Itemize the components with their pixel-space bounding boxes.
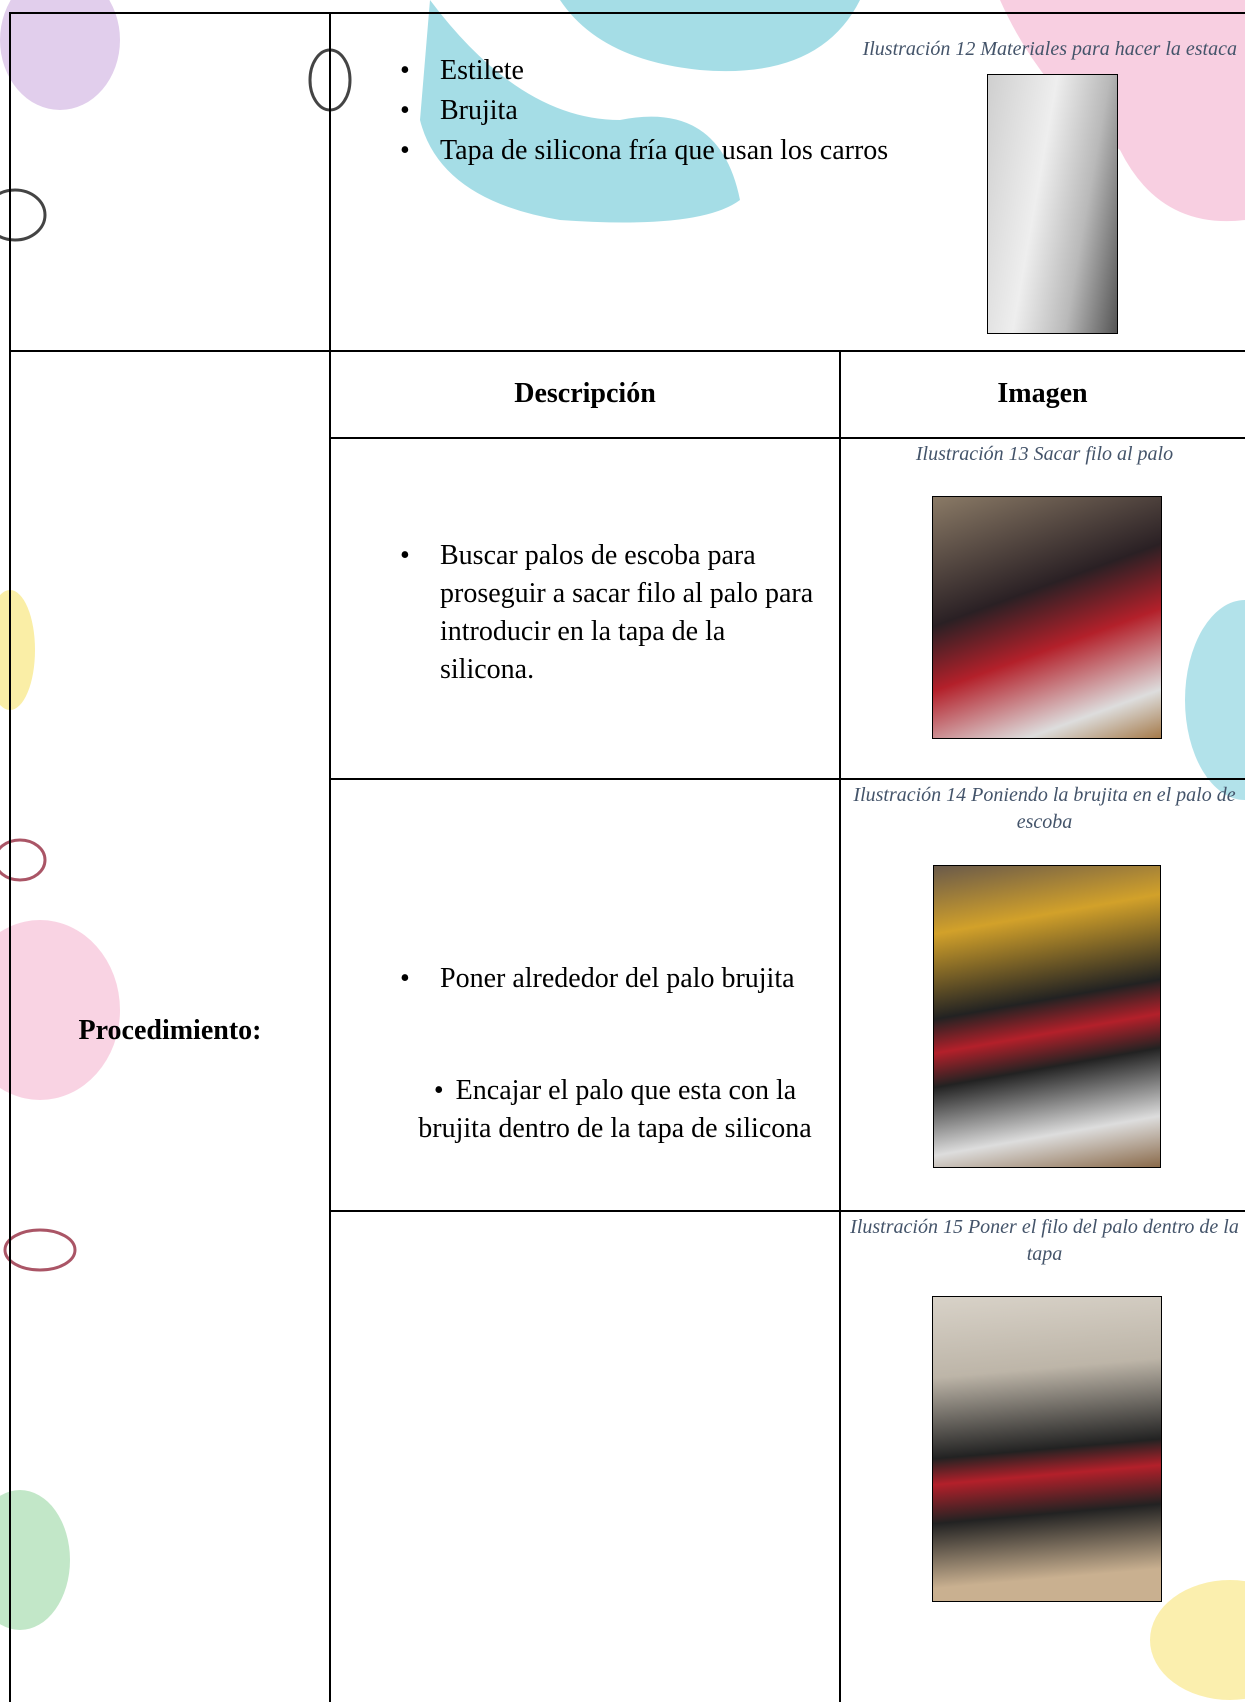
photo (932, 1296, 1162, 1602)
description-text: Poner alrededor del palo brujita (440, 963, 795, 994)
description: • Encajar el palo que esta con la brujita… (405, 1072, 825, 1148)
row-label: Procedimiento: (78, 1015, 262, 1046)
description-text: Buscar palos de escoba para proseguir a … (440, 540, 814, 685)
caption: Ilustración 15 Poner el filo del palo de… (850, 1216, 1239, 1265)
border (330, 1210, 1245, 1212)
item-text: Estilete (440, 55, 524, 86)
border (9, 12, 1245, 14)
caption: Ilustración 14 Poniendo la brujita en el… (853, 784, 1236, 833)
border (9, 350, 1245, 352)
photo (987, 74, 1118, 334)
bullet: • (433, 1075, 444, 1106)
description: • Poner alrededor del palo brujita (400, 963, 795, 994)
caption: Ilustración 12 Materiales para hacer la … (862, 38, 1237, 60)
photo (932, 496, 1162, 739)
description: • Buscar palos de escoba para proseguir a… (400, 540, 814, 685)
item-text: Brujita (440, 95, 518, 126)
column-header: Descripción (514, 378, 656, 409)
border (839, 350, 841, 1702)
border (329, 12, 331, 1702)
border (9, 12, 11, 1702)
list-item: • Estilete (400, 55, 524, 86)
border (330, 778, 1245, 780)
materials-list: • Estilete • Brujita • Tapa de silicona frí… (400, 52, 960, 170)
photo (933, 865, 1161, 1168)
description-text: Encajar el palo que esta con la brujita … (418, 1075, 812, 1144)
list-item: • Tapa de silicona fría que usan los carr… (400, 135, 889, 166)
item-text: Tapa de silicona fría que usan los carro… (440, 135, 889, 166)
border (330, 437, 1245, 439)
column-header: Imagen (997, 378, 1088, 409)
caption: Ilustración 13 Sacar filo al palo (915, 443, 1174, 465)
list-item: • Brujita (400, 95, 518, 126)
